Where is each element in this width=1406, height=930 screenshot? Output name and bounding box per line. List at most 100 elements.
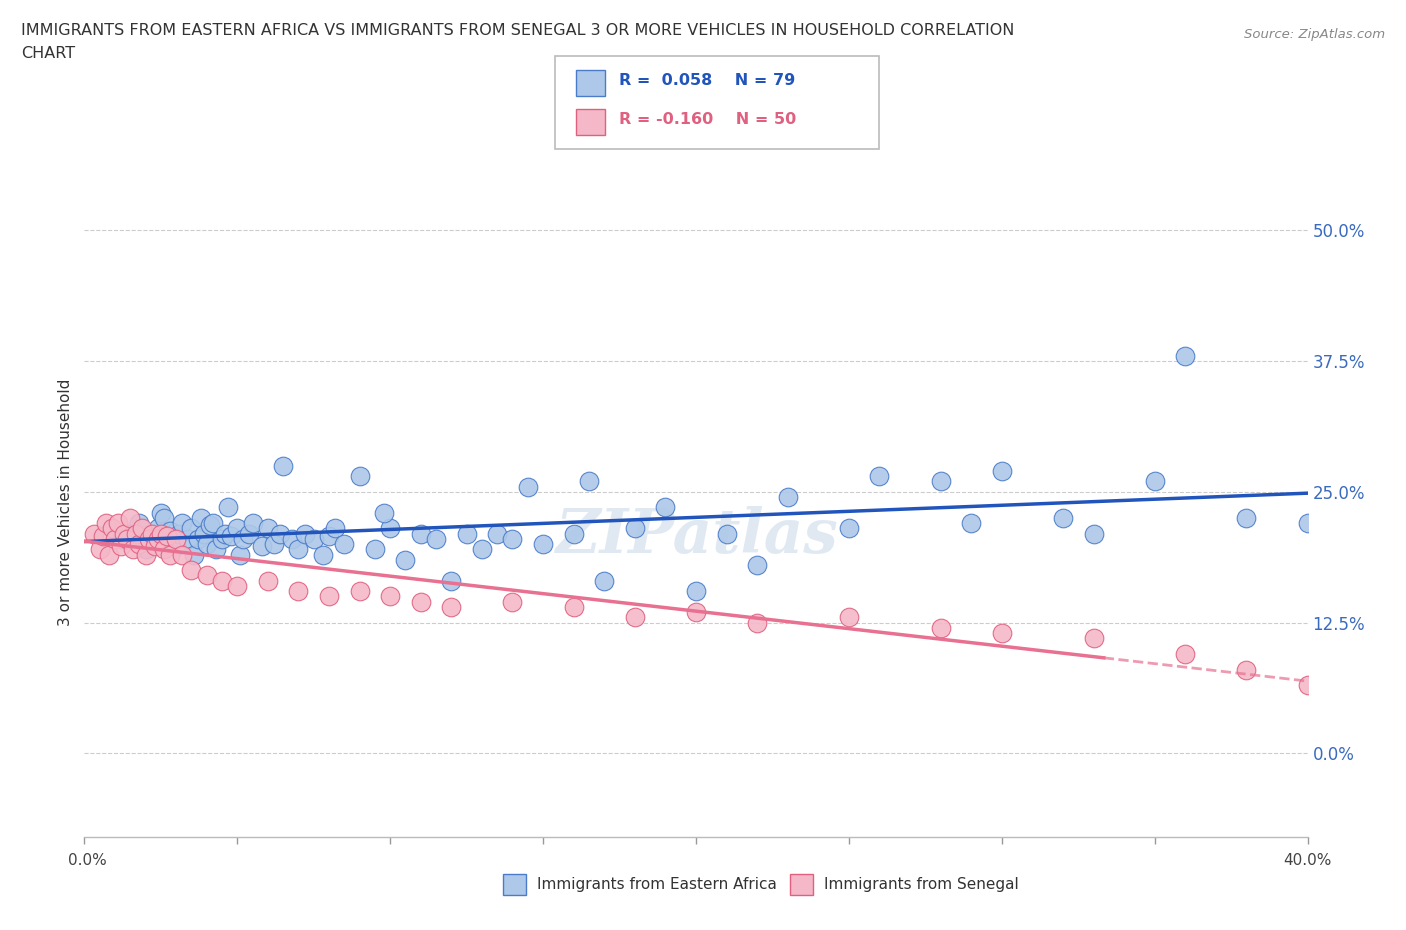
Point: [217, 500, 239, 515]
Point: [349, 469, 371, 484]
Point: [471, 542, 494, 557]
Point: [143, 538, 166, 553]
Point: [101, 521, 124, 536]
Point: [156, 537, 179, 551]
Point: [195, 537, 218, 551]
Point: [1234, 662, 1257, 677]
Point: [287, 584, 309, 599]
Text: 0.0%: 0.0%: [67, 853, 107, 868]
Point: [685, 604, 707, 619]
Point: [205, 542, 228, 557]
Point: [318, 528, 340, 543]
Point: [394, 552, 416, 567]
Point: [257, 521, 280, 536]
Point: [211, 531, 233, 546]
Point: [531, 537, 554, 551]
Point: [125, 526, 148, 541]
Point: [716, 526, 738, 541]
Point: [960, 516, 983, 531]
Point: [501, 531, 523, 546]
Point: [1234, 511, 1257, 525]
Text: Immigrants from Eastern Africa: Immigrants from Eastern Africa: [537, 877, 778, 892]
Point: [869, 469, 891, 484]
Point: [250, 538, 273, 553]
Point: [323, 521, 346, 536]
Point: [294, 526, 316, 541]
Point: [128, 516, 150, 531]
Point: [929, 474, 952, 489]
Point: [83, 526, 105, 541]
Text: IMMIGRANTS FROM EASTERN AFRICA VS IMMIGRANTS FROM SENEGAL 3 OR MORE VEHICLES IN : IMMIGRANTS FROM EASTERN AFRICA VS IMMIGR…: [21, 23, 1015, 38]
Point: [440, 600, 463, 615]
Point: [190, 511, 212, 525]
Y-axis label: 3 or more Vehicles in Household: 3 or more Vehicles in Household: [58, 379, 73, 626]
Point: [838, 610, 860, 625]
Point: [226, 521, 249, 536]
Point: [120, 526, 142, 541]
Point: [364, 542, 387, 557]
Point: [186, 531, 208, 546]
Point: [226, 578, 249, 593]
Text: CHART: CHART: [21, 46, 75, 61]
Point: [107, 516, 129, 531]
Point: [232, 531, 254, 546]
Point: [110, 531, 132, 546]
Point: [456, 526, 478, 541]
Point: [122, 542, 145, 557]
Point: [141, 526, 163, 541]
Point: [193, 526, 215, 541]
Point: [593, 573, 616, 588]
Point: [180, 521, 202, 536]
Point: [198, 518, 221, 533]
Point: [302, 531, 325, 546]
Point: [97, 547, 120, 562]
Point: [287, 542, 309, 557]
Point: [380, 521, 402, 536]
Text: 40.0%: 40.0%: [1284, 853, 1331, 868]
Point: [333, 537, 356, 551]
Point: [838, 521, 860, 536]
Point: [745, 558, 768, 573]
Point: [312, 547, 335, 562]
Point: [425, 531, 447, 546]
Point: [156, 528, 179, 543]
Point: [112, 526, 135, 541]
Point: [1143, 474, 1166, 489]
Point: [440, 573, 463, 588]
Point: [1052, 511, 1074, 525]
Point: [165, 531, 187, 546]
Point: [165, 538, 187, 553]
Point: [990, 463, 1012, 478]
Text: R = -0.160    N = 50: R = -0.160 N = 50: [619, 113, 796, 127]
Point: [135, 547, 157, 562]
Point: [201, 516, 224, 531]
Point: [516, 479, 538, 494]
Point: [159, 525, 181, 539]
Point: [229, 547, 252, 562]
Text: Immigrants from Senegal: Immigrants from Senegal: [824, 877, 1019, 892]
Point: [409, 526, 432, 541]
Point: [562, 526, 585, 541]
Point: [135, 542, 157, 557]
Point: [373, 505, 395, 520]
Point: [990, 626, 1012, 641]
Point: [146, 521, 169, 536]
Point: [94, 516, 117, 531]
Point: [578, 474, 600, 489]
Point: [562, 600, 585, 615]
Point: [1296, 678, 1319, 693]
Point: [89, 542, 111, 557]
Point: [167, 526, 190, 541]
Point: [1083, 631, 1105, 645]
Point: [172, 516, 194, 531]
Point: [180, 563, 202, 578]
Point: [318, 589, 340, 604]
Point: [104, 531, 127, 546]
Point: [149, 505, 172, 520]
Point: [1174, 646, 1197, 661]
Point: [141, 528, 163, 543]
Point: [214, 526, 236, 541]
Point: [211, 573, 233, 588]
Point: [219, 528, 242, 543]
Point: [1174, 349, 1197, 364]
